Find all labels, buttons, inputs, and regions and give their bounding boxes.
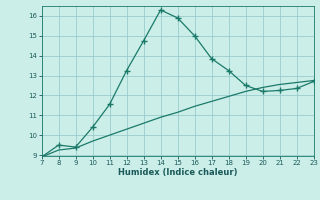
X-axis label: Humidex (Indice chaleur): Humidex (Indice chaleur)	[118, 168, 237, 177]
